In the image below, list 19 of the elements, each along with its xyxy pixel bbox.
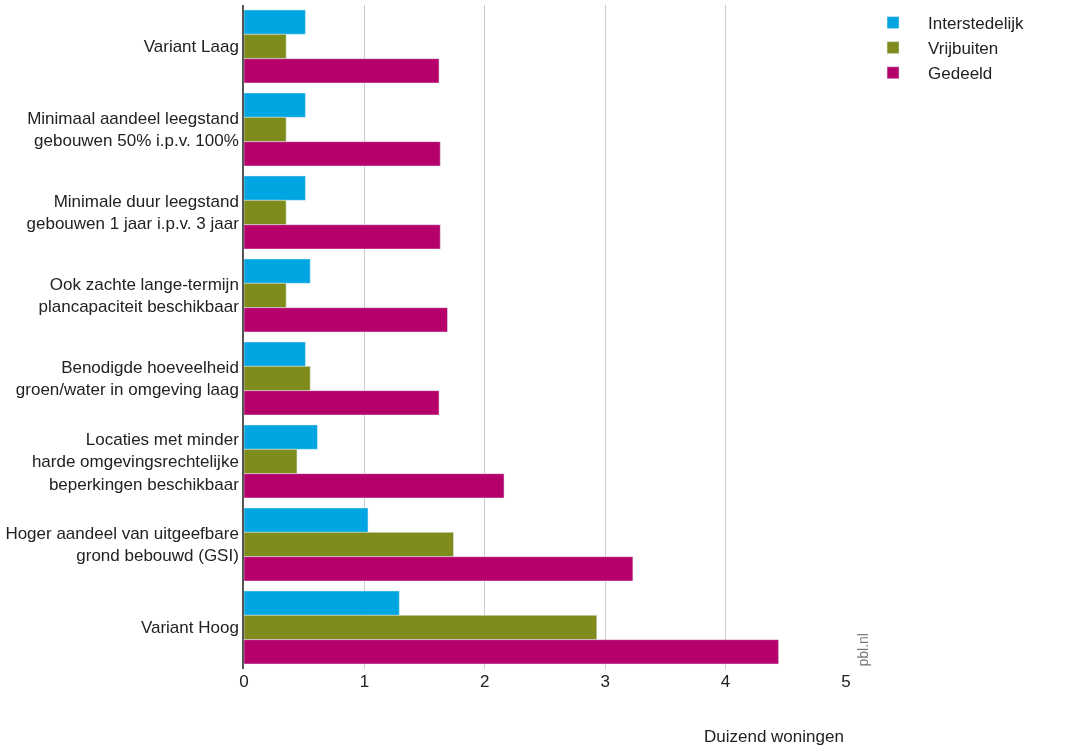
legend-label: Vrijbuiten [928, 39, 999, 59]
x-tick-label: 2 [480, 672, 490, 691]
legend-label: Interstedelijk [928, 14, 1024, 34]
y-tick-label: Ook zachte lange-termijn plancapaciteit beschikbaar [38, 275, 240, 317]
y-tick-label: Benodigde hoeveelheid groen/water in omgeving laag [15, 358, 239, 400]
y-tick-label: Variant Laag [143, 37, 239, 57]
x-tick-label: 0 [239, 672, 249, 691]
x-tick-label: 4 [720, 672, 731, 691]
x-tick-label: 1 [359, 672, 370, 691]
x-tick-label: 5 [841, 672, 851, 691]
x-tick-label: 3 [600, 672, 610, 691]
y-tick-label: Variant Hoog [140, 618, 239, 638]
text: pbl.nl [854, 633, 871, 667]
x-axis-title: Duizend woningen [704, 727, 844, 746]
y-tick-label: Minimaal aandeel leegstand gebouwen 50% i.p.v. 100% [27, 109, 239, 151]
legend-label: Gedeeld [928, 64, 993, 84]
y-tick-label: Locaties met minder harde omgevingsrechtelijke beperkingen beschikbaar [31, 430, 240, 494]
y-tick-label: Hoger aandeel van uitgeefbare grond bebouwd (GSI) [5, 524, 239, 566]
y-tick-label: Minimale duur leegstand gebouwen 1 jaar i.p.v. 3 jaar [26, 192, 240, 234]
